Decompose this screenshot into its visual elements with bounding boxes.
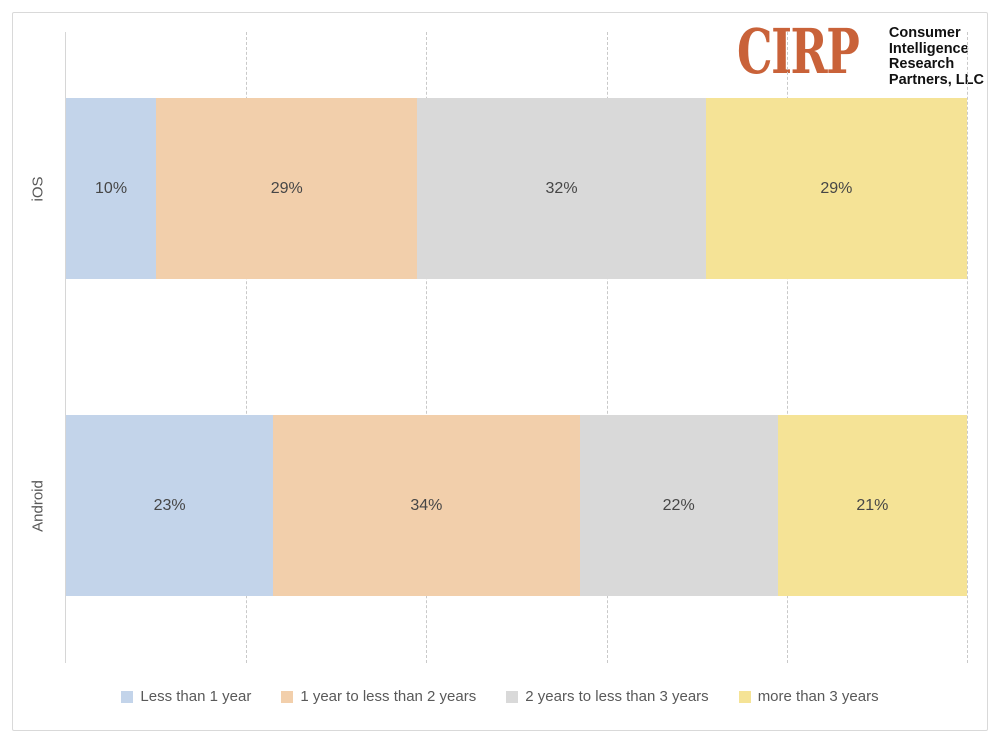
segment-value-label: 21% bbox=[856, 496, 889, 514]
legend-label: Less than 1 year bbox=[140, 688, 252, 705]
segment-android-1-year-to-less-than-2-years: 34% bbox=[273, 415, 580, 596]
logo-name-line: Intelligence bbox=[888, 40, 969, 57]
segment-value-label: 23% bbox=[153, 496, 186, 514]
logo-name-line: Partners, LLC bbox=[888, 71, 984, 88]
legend-item-2-years-to-less-than-3-years: 2 years to less than 3 years bbox=[506, 688, 709, 705]
legend-label: 1 year to less than 2 years bbox=[300, 688, 477, 705]
logo-name-line: Consumer bbox=[888, 25, 961, 41]
segment-ios-less-than-1-year: 10% bbox=[66, 98, 157, 279]
segment-value-label: 32% bbox=[545, 179, 578, 197]
legend-item-less-than-1-year: Less than 1 year bbox=[121, 688, 251, 705]
bar-ios: 10% 29% 32% 29% bbox=[66, 98, 967, 279]
legend: Less than 1 year 1 year to less than 2 ye… bbox=[12, 688, 988, 705]
category-label-ios: iOS bbox=[29, 176, 47, 202]
legend-marker-icon bbox=[121, 690, 134, 703]
gridline-20 bbox=[246, 32, 248, 663]
cirp-logo-name: Consumer Intelligence Research Partners,… bbox=[889, 20, 984, 88]
segment-value-label: 29% bbox=[270, 179, 303, 197]
cirp-logo-acronym: CIRP bbox=[737, 15, 860, 88]
chart-border-frame bbox=[12, 12, 988, 731]
segment-ios-2-years-to-less-than-3-years: 32% bbox=[417, 98, 706, 279]
segment-android-more-than-3-years: 21% bbox=[777, 415, 967, 596]
segment-value-label: 10% bbox=[95, 179, 128, 197]
legend-marker-icon bbox=[506, 690, 519, 703]
legend-label: 2 years to less than 3 years bbox=[525, 688, 709, 705]
plot-area: 10% 29% 32% 29% 23% 34% 22% 21% bbox=[65, 32, 968, 663]
segment-value-label: 22% bbox=[662, 496, 695, 514]
logo-name-line: Research bbox=[888, 56, 955, 72]
gridline-80 bbox=[786, 32, 788, 663]
gridline-40 bbox=[426, 32, 428, 663]
legend-marker-icon bbox=[281, 690, 294, 703]
segment-value-label: 34% bbox=[410, 496, 443, 514]
gridline-100 bbox=[967, 32, 968, 663]
segment-ios-1-year-to-less-than-2-years: 29% bbox=[156, 98, 418, 279]
segment-android-2-years-to-less-than-3-years: 22% bbox=[579, 415, 778, 596]
segment-ios-more-than-3-years: 29% bbox=[705, 98, 967, 279]
bar-android: 23% 34% 22% 21% bbox=[66, 415, 967, 596]
segment-android-less-than-1-year: 23% bbox=[66, 415, 274, 596]
legend-item-more-than-3-years: more than 3 years bbox=[738, 688, 879, 705]
category-label-android: Android bbox=[29, 480, 47, 532]
legend-marker-icon bbox=[738, 690, 751, 703]
segment-value-label: 29% bbox=[820, 179, 853, 197]
legend-label: more than 3 years bbox=[757, 688, 879, 705]
cirp-logo: CIRP Consumer Intelligence Research Part… bbox=[737, 20, 984, 88]
gridline-60 bbox=[606, 32, 608, 663]
legend-item-1-year-to-less-than-2-years: 1 year to less than 2 years bbox=[281, 688, 476, 705]
